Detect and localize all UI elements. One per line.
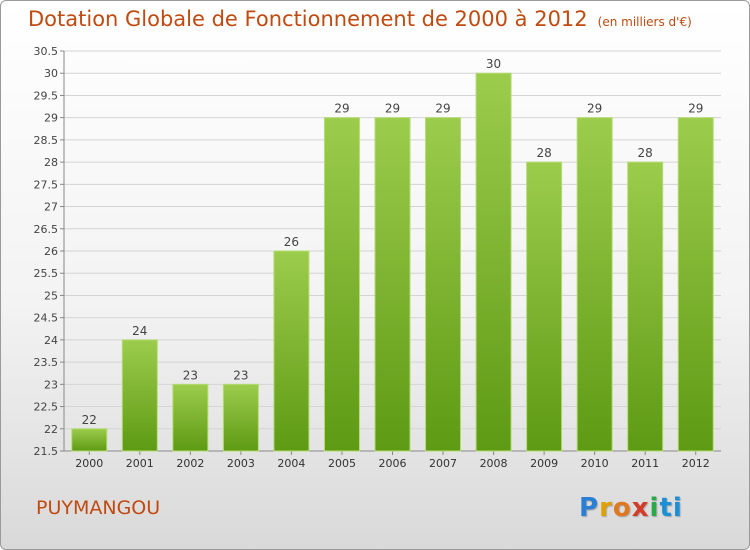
y-tick-label: 28	[44, 156, 58, 169]
data-label: 29	[688, 102, 703, 116]
bar	[222, 383, 259, 452]
data-label: 29	[435, 102, 450, 116]
y-tick-label: 29	[44, 112, 58, 125]
y-tick-label: 25.5	[34, 267, 59, 280]
chart-title: Dotation Globale de Fonctionnement de 20…	[28, 7, 692, 31]
x-tick-label: 2009	[530, 457, 558, 470]
data-label: 26	[284, 235, 299, 249]
bar	[475, 72, 512, 452]
logo-letter: o	[612, 493, 632, 523]
x-tick-label: 2002	[176, 457, 204, 470]
x-tick-label: 2005	[328, 457, 356, 470]
x-tick-label: 2003	[227, 457, 255, 470]
x-tick-label: 2004	[277, 457, 305, 470]
bar	[374, 117, 411, 452]
y-tick-label: 24.5	[34, 312, 59, 325]
x-tick-label: 2000	[75, 457, 103, 470]
bar	[425, 117, 462, 452]
logo-letter: P	[579, 493, 600, 523]
data-label: 23	[233, 368, 248, 382]
x-tick-label: 2010	[581, 457, 609, 470]
y-tick-label: 30.5	[34, 45, 59, 58]
bar	[121, 339, 158, 452]
labels: 22 2000 24 2001 23 2002 23 2003 26 2004 29 2005 29 20…	[75, 57, 709, 470]
bar	[677, 117, 714, 452]
logo-letter: i	[672, 493, 683, 523]
x-tick-label: 2001	[126, 457, 154, 470]
x-tick-label: 2011	[631, 457, 659, 470]
x-tick-label: 2008	[480, 457, 508, 470]
logo-letter: r	[599, 493, 613, 523]
y-tick-label: 28.5	[34, 134, 59, 147]
bar	[627, 161, 664, 452]
y-tick-label: 21.5	[34, 445, 59, 458]
y-tick-label: 27.5	[34, 178, 59, 191]
y-tick-label: 22	[44, 423, 58, 436]
y-tick-label: 22.5	[34, 401, 59, 414]
bar	[323, 117, 360, 452]
y-tick-label: 25	[44, 289, 58, 302]
y-tick-label: 24	[44, 334, 58, 347]
logo-letter: x	[631, 493, 650, 523]
place-name: PUYMANGOU	[36, 497, 161, 519]
data-label: 23	[183, 368, 198, 382]
bar	[576, 117, 613, 452]
bar	[172, 383, 209, 452]
bar	[71, 428, 108, 452]
bars	[71, 72, 714, 452]
y-tick-label: 29.5	[34, 89, 59, 102]
data-label: 29	[334, 102, 349, 116]
y-tick-label: 26	[44, 245, 58, 258]
title-text: Dotation Globale de Fonctionnement de 20…	[28, 7, 588, 31]
data-label: 22	[82, 413, 97, 427]
proxiti-logo: Proxiti	[579, 493, 683, 523]
axes: 21.5 22 22.5 23 23.5 24 24.5 25 25.5 26 26.5 27 27.5…	[34, 45, 721, 458]
y-tick-label: 23	[44, 378, 58, 391]
data-label: 28	[536, 146, 551, 160]
x-tick-label: 2012	[682, 457, 710, 470]
logo-letter: i	[649, 493, 660, 523]
unit-label: (en milliers d'€)	[597, 15, 692, 29]
y-tick-label: 26.5	[34, 223, 59, 236]
x-tick-label: 2006	[379, 457, 407, 470]
y-tick-label: 23.5	[34, 356, 59, 369]
data-label: 30	[486, 57, 501, 71]
y-tick-label: 30	[44, 67, 58, 80]
data-label: 28	[638, 146, 653, 160]
x-tick-label: 2007	[429, 457, 457, 470]
data-label: 24	[132, 324, 147, 338]
bar	[526, 161, 563, 452]
data-label: 29	[385, 102, 400, 116]
y-tick-label: 27	[44, 201, 58, 214]
bar	[273, 250, 310, 452]
logo-letter: t	[659, 493, 673, 523]
data-label: 29	[587, 102, 602, 116]
